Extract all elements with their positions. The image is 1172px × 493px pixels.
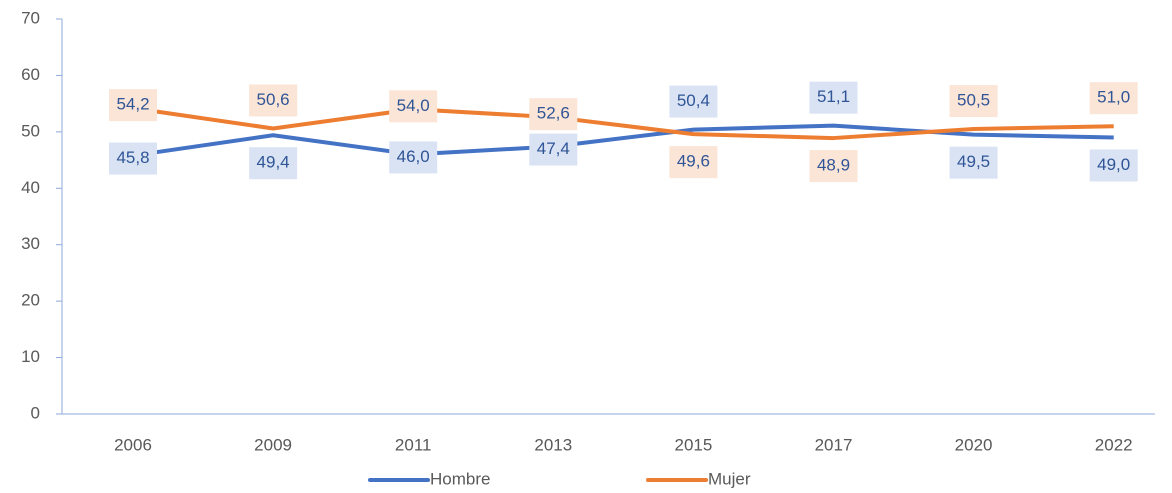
data-label: 49,4 bbox=[257, 153, 290, 172]
data-label: 48,9 bbox=[817, 156, 850, 175]
data-label: 49,5 bbox=[957, 152, 990, 171]
data-label-box bbox=[949, 146, 998, 179]
y-tick-label: 70 bbox=[21, 8, 40, 27]
data-label: 50,5 bbox=[957, 91, 990, 110]
x-tick-label: 2015 bbox=[674, 435, 712, 454]
data-label-box bbox=[529, 133, 578, 166]
data-label: 47,4 bbox=[537, 139, 570, 158]
line-series bbox=[132, 123, 1114, 158]
x-tick-label: 2022 bbox=[1095, 435, 1133, 454]
y-tick-label: 60 bbox=[21, 65, 40, 84]
legend-label: Hombre bbox=[430, 469, 490, 488]
line-series bbox=[132, 106, 1114, 141]
x-tick-label: 2011 bbox=[395, 435, 432, 454]
data-label-box bbox=[809, 150, 858, 183]
data-label-box bbox=[389, 90, 438, 123]
data-label-box bbox=[249, 84, 298, 117]
data-label: 49,6 bbox=[677, 152, 710, 171]
data-label-box bbox=[1089, 82, 1138, 115]
data-label: 54,2 bbox=[116, 95, 149, 114]
data-label-box bbox=[529, 98, 578, 131]
y-tick-label: 10 bbox=[21, 347, 40, 366]
x-tick-label: 2013 bbox=[534, 435, 572, 454]
y-tick-label: 0 bbox=[31, 403, 40, 422]
data-label-box bbox=[109, 89, 157, 122]
y-tick-label: 40 bbox=[21, 178, 40, 197]
x-tick-label: 2020 bbox=[955, 435, 993, 454]
data-label-box bbox=[389, 141, 438, 174]
y-tick-label: 30 bbox=[21, 234, 40, 253]
x-tick-label: 2017 bbox=[815, 435, 853, 454]
data-label: 50,4 bbox=[677, 91, 710, 110]
y-tick-label: 20 bbox=[21, 291, 40, 310]
data-label: 50,6 bbox=[257, 90, 290, 109]
legend-label: Mujer bbox=[708, 469, 751, 488]
data-label-box bbox=[669, 146, 718, 179]
data-label-box bbox=[669, 85, 718, 118]
data-label: 51,0 bbox=[1097, 88, 1130, 107]
x-tick-label: 2006 bbox=[114, 435, 152, 454]
data-label: 52,6 bbox=[537, 104, 570, 123]
x-tick-label: 2009 bbox=[254, 435, 292, 454]
data-label: 46,0 bbox=[397, 147, 430, 166]
data-label-box bbox=[249, 147, 298, 180]
data-label-box bbox=[809, 81, 858, 114]
data-label: 54,0 bbox=[397, 96, 430, 115]
data-label: 49,0 bbox=[1097, 155, 1130, 174]
data-label-box bbox=[1089, 149, 1138, 182]
data-label: 45,8 bbox=[116, 148, 149, 167]
data-label-box bbox=[109, 142, 157, 175]
y-tick-label: 50 bbox=[21, 121, 40, 140]
data-label-box bbox=[949, 85, 998, 118]
data-label: 51,1 bbox=[817, 87, 850, 106]
